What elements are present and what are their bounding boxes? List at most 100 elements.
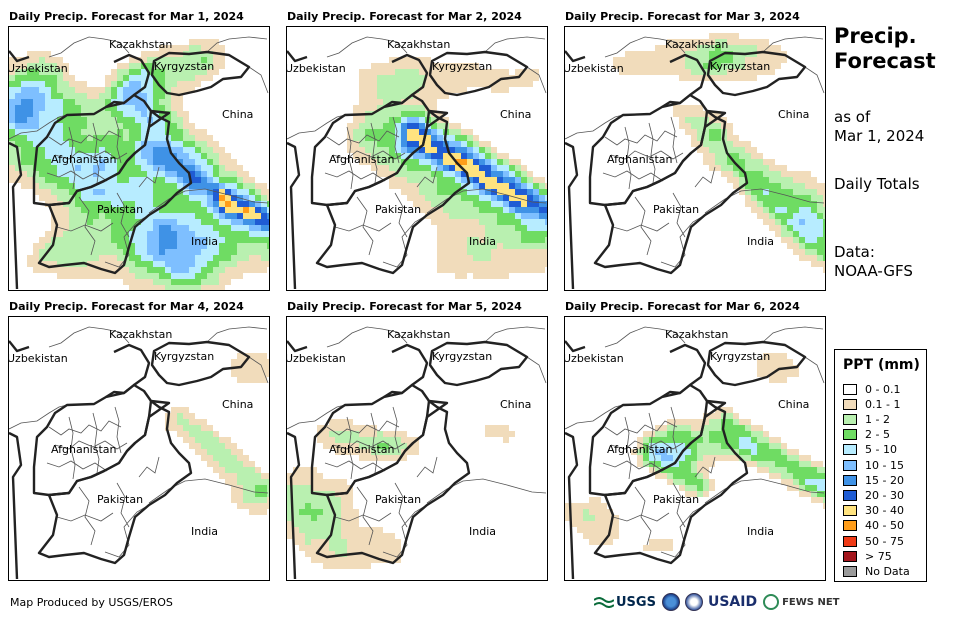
admin-boundary [392, 406, 400, 454]
admin-boundary [346, 126, 354, 190]
precip-map-graphic: Kazakhstan Uzbekistan Kyrgyzstan China Afgha… [9, 36, 269, 290]
country-label-afghanistan: Afghanistan [51, 443, 117, 456]
admin-boundary [54, 150, 128, 160]
admin-boundary [9, 114, 68, 140]
legend-item: 2 - 5 [843, 428, 890, 442]
admin-boundary [762, 326, 824, 343]
precip-raster [287, 419, 515, 569]
admin-boundary [46, 460, 108, 472]
precip-map-graphic: Kazakhstan Uzbekistan Kyrgyzstan China Afgha… [9, 326, 269, 580]
country-label-afghanistan: Afghanistan [607, 153, 673, 166]
country-label-kyrgyzstan: Kyrgyzstan [432, 60, 492, 73]
admin-boundary [54, 440, 128, 450]
admin-boundary [526, 66, 547, 94]
country-label-china: China [778, 108, 809, 121]
admin-boundary [48, 326, 130, 348]
legend-label: 50 - 75 [865, 534, 904, 548]
credit-text: Map Produced by USGS/EROS [10, 596, 173, 609]
fews-net-logo: FEWS NET [763, 594, 839, 610]
country-label-uzbekistan: Uzbekistan [565, 62, 624, 75]
legend-label: 10 - 15 [865, 458, 904, 472]
legend-label: 30 - 40 [865, 504, 904, 518]
country-label-china: China [778, 398, 809, 411]
admin-boundary [346, 416, 354, 480]
data-source-label: Data: [834, 243, 875, 261]
country-label-uzbekistan: Uzbekistan [9, 352, 68, 365]
admin-boundary [56, 222, 114, 232]
admin-boundary [612, 512, 670, 522]
country-label-afghanistan: Afghanistan [329, 153, 395, 166]
country-label-kazakhstan: Kazakhstan [387, 38, 450, 51]
country-boundary [9, 340, 30, 580]
as-of-date: as of Mar 1, 2024 [834, 108, 924, 146]
legend-item: 10 - 15 [843, 458, 904, 472]
usgs-logo: USGS [594, 595, 656, 610]
admin-boundary [382, 214, 428, 268]
admin-boundary [804, 66, 825, 94]
country-boundary [593, 109, 749, 275]
legend-swatch [843, 565, 857, 577]
country-label-pakistan: Pakistan [97, 203, 143, 216]
legend-label: 1 - 2 [865, 412, 890, 426]
admin-boundary [604, 420, 678, 436]
country-boundary [150, 50, 251, 97]
legend-item: 5 - 10 [843, 443, 897, 457]
admin-boundary [394, 192, 408, 238]
usaid-logo: USAID [707, 594, 758, 610]
admin-boundary [248, 66, 269, 94]
country-label-india: India [469, 235, 496, 248]
legend-item: 30 - 40 [843, 504, 904, 518]
admin-boundary [356, 196, 374, 256]
country-label-pakistan: Pakistan [375, 493, 421, 506]
country-label-kyrgyzstan: Kyrgyzstan [154, 60, 214, 73]
country-label-uzbekistan: Uzbekistan [565, 352, 624, 365]
admin-boundary [206, 36, 268, 53]
legend-title: PPT (mm) [843, 357, 920, 373]
precip-map-graphic: Kazakhstan Uzbekistan Kyrgyzstan China Afgha… [287, 36, 547, 290]
legend-item: 0 - 0.1 [843, 382, 900, 396]
admin-boundary [356, 486, 374, 546]
admin-boundary [334, 512, 392, 522]
admin-boundary [694, 166, 716, 188]
admin-boundary [602, 460, 664, 472]
legend-item: 20 - 30 [843, 488, 904, 502]
admin-boundary [426, 188, 547, 214]
legend-item: 1 - 2 [843, 412, 890, 426]
legend-swatch [843, 459, 857, 471]
admin-boundary [92, 412, 100, 474]
admin-boundary [92, 122, 100, 184]
precip-raster [565, 353, 825, 551]
country-boundary [661, 343, 707, 399]
precip-raster [613, 33, 825, 273]
admin-boundary [392, 116, 400, 164]
admin-boundary [287, 404, 346, 430]
country-boundary [593, 399, 749, 565]
admin-boundary [326, 326, 408, 348]
precip-map: Kazakhstan Uzbekistan Kyrgyzstan China Afgha… [286, 316, 548, 581]
admin-boundary [704, 188, 825, 214]
admin-boundary [426, 478, 547, 504]
admin-boundary [114, 406, 122, 454]
admin-boundary [48, 36, 130, 58]
precip-map: Kazakhstan Uzbekistan Kyrgyzstan China Afgha… [8, 26, 270, 291]
country-label-india: India [747, 235, 774, 248]
data-source-value: NOAA-GFS [834, 262, 913, 280]
country-label-pakistan: Pakistan [653, 493, 699, 506]
admin-boundary [332, 440, 406, 450]
country-label-china: China [222, 398, 253, 411]
map-title: Precip. Forecast [834, 24, 936, 74]
country-label-kyrgyzstan: Kyrgyzstan [710, 60, 770, 73]
admin-boundary [660, 504, 706, 558]
admin-boundary [565, 404, 624, 430]
country-label-afghanistan: Afghanistan [51, 153, 117, 166]
panel-title: Daily Precip. Forecast for Mar 1, 2024 [9, 10, 244, 23]
country-label-kazakhstan: Kazakhstan [665, 38, 728, 51]
legend-label: 20 - 30 [865, 488, 904, 502]
admin-boundary [604, 326, 686, 348]
admin-boundary [68, 416, 76, 480]
admin-boundary [624, 126, 632, 190]
admin-boundary [382, 504, 428, 558]
panel-title: Daily Precip. Forecast for Mar 6, 2024 [565, 300, 800, 313]
admin-boundary [604, 36, 686, 58]
precip-raster [165, 353, 269, 515]
